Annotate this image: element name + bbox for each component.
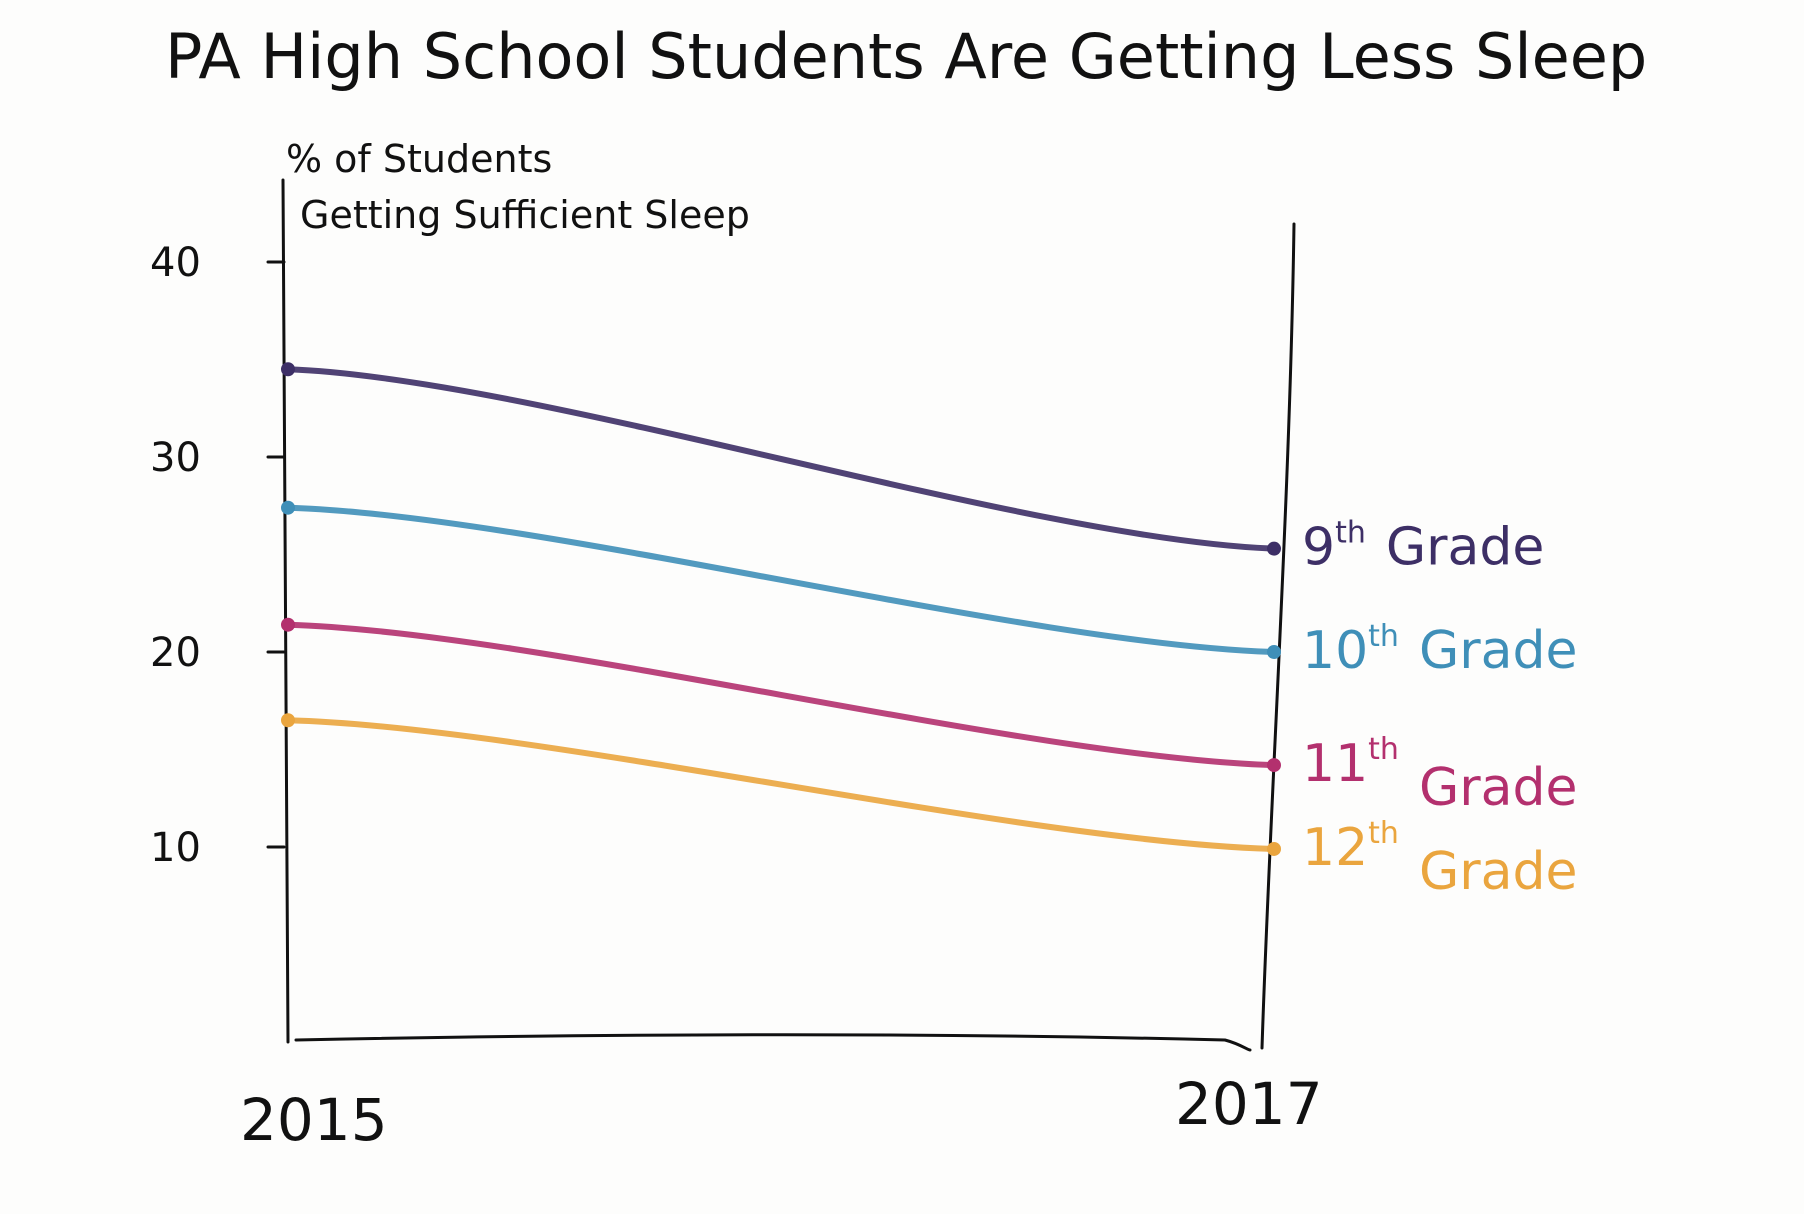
series-line-4 [285,717,1277,852]
series-label-word: Grade [1419,842,1578,902]
data-point [1267,758,1281,773]
y-tick-label: 20 [150,630,201,676]
y-tick-label: 40 [150,240,201,286]
series-label-word: Grade [1386,518,1545,578]
x-axis-line [294,1033,1252,1052]
right-frame-line [1260,222,1296,1050]
series-line-3 [285,621,1277,769]
series-label-number: 12 [1302,818,1368,878]
y-axis-line [281,178,290,1044]
chart-title: PA High School Students Are Getting Less… [165,20,1647,93]
series-label-word: Grade [1419,758,1578,818]
data-point [281,362,295,377]
series-label: 10th Grade [1302,619,1578,681]
y-axis-label-line-1: % of Students [286,137,552,181]
series-label-number: 10 [1302,621,1368,681]
series-label-word: Grade [1419,621,1578,681]
y-axis-label-line-2: Getting Sufficient Sleep [300,193,750,237]
y-tick-label: 30 [150,435,201,481]
data-point [281,617,295,632]
series-label-suffix: th [1368,619,1399,654]
x-tick-label: 2015 [240,1086,388,1154]
data-point [1267,645,1281,659]
series-label-suffix: th [1368,732,1399,767]
data-point [1267,541,1281,556]
series-label: 9th Grade [1302,516,1544,578]
y-tick-label: 10 [150,825,201,871]
series-label-number: 9 [1302,518,1335,578]
series-label: 11th Grade [1302,732,1578,818]
series-line-1 [285,366,1277,552]
data-point [1267,841,1281,856]
series-label: 12th Grade [1302,816,1578,902]
series-label-number: 11 [1302,734,1368,794]
data-point [281,500,295,515]
series-label-suffix: th [1335,516,1366,551]
series-line-2 [285,504,1277,655]
series-label-suffix: th [1368,816,1399,851]
x-tick-label: 2017 [1175,1070,1323,1138]
data-point [281,713,295,728]
